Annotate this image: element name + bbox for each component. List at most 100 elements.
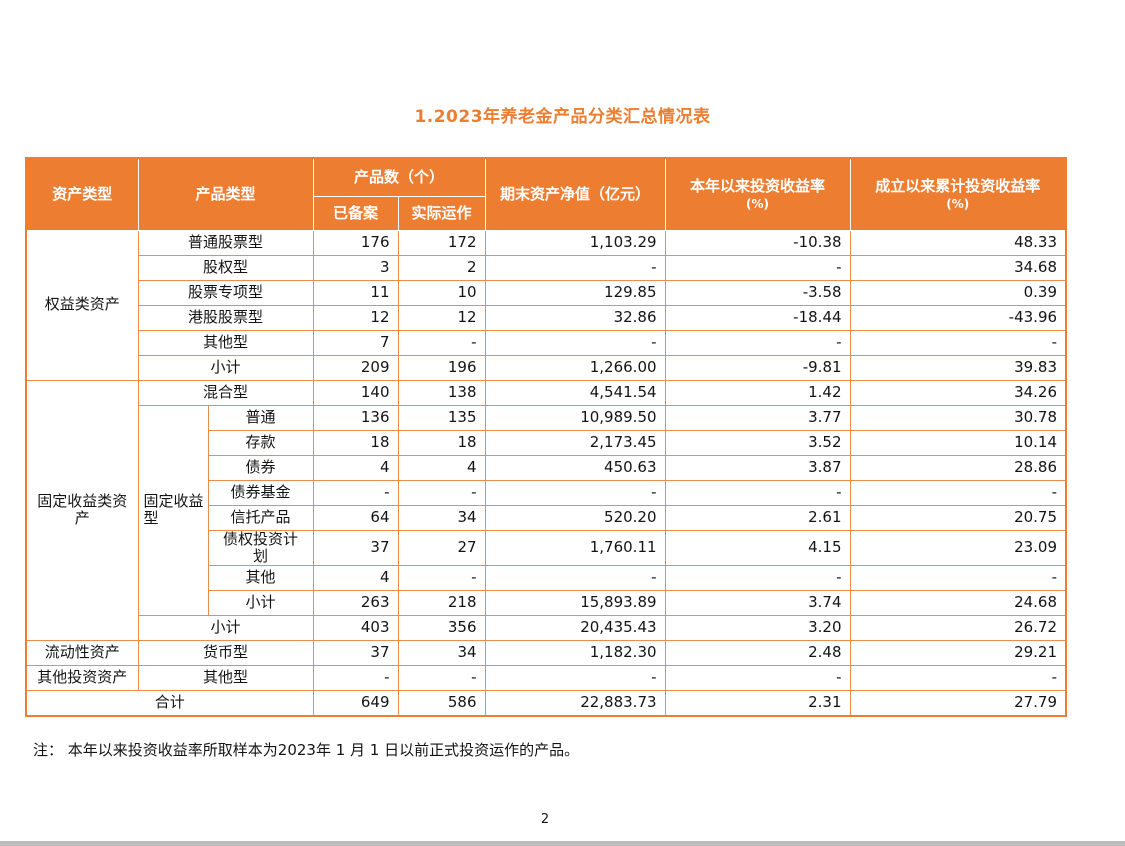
- cell-product: 混合型: [137, 379, 314, 406]
- table-row: 股票专项型 11 10 129.85 -3.58 0.39: [26, 279, 1067, 306]
- cell-cumulative-return: -43.96: [849, 304, 1067, 331]
- cell-ytd-return: -10.38: [664, 229, 851, 256]
- cell-ytd-return: -18.44: [664, 304, 851, 331]
- cell-cumulative-return: 29.21: [849, 640, 1067, 666]
- cell-net-assets: 1,103.29: [484, 229, 666, 256]
- cell-cumulative-return: 34.26: [849, 379, 1067, 406]
- cell-product: 港股股票型: [137, 304, 314, 331]
- cell-registered: 64: [312, 504, 399, 531]
- cell-operating: 18: [397, 429, 486, 456]
- footnote: 注： 本年以来投资收益率所取样本为2023年 1 月 1 日以前正式投资运作的产…: [33, 740, 580, 759]
- cell-operating: 27: [397, 529, 486, 566]
- subtotal-row: 小计 403 356 20,435.43 3.20 26.72: [26, 615, 1067, 641]
- cell-registered: 403: [312, 615, 399, 641]
- cell-registered: 4: [312, 454, 399, 481]
- cell-registered: 136: [312, 404, 399, 431]
- cell-operating: 34: [397, 504, 486, 531]
- cell-ytd-return: -: [664, 479, 851, 506]
- cell-registered: 18: [312, 429, 399, 456]
- cell-product: 股票专项型: [137, 279, 314, 306]
- cell-registered: 37: [312, 529, 399, 566]
- header-ytd-return-unit: (%): [746, 196, 770, 211]
- table-row: 固定收益类资产 混合型 140 138 4,541.54 1.42 34.26: [25, 379, 1067, 641]
- cell-net-assets: 15,893.89: [484, 590, 666, 616]
- cell-net-assets: 129.85: [484, 279, 666, 306]
- cell-product: 其他型: [137, 665, 314, 691]
- summary-table-container: 资产类型 产品类型 产品数（个） 期末资产净值（亿元） 本年以来投资收益率 (%…: [25, 157, 1125, 717]
- cell-net-assets: 1,760.11: [484, 529, 666, 566]
- cell-asset-equity: 权益类资产: [25, 229, 139, 381]
- cell-net-assets: 450.63: [484, 454, 666, 481]
- summary-table: 资产类型 产品类型 产品数（个） 期末资产净值（亿元） 本年以来投资收益率 (%…: [25, 157, 1068, 717]
- cell-net-assets: 1,182.30: [484, 640, 666, 666]
- table-row: 港股股票型 12 12 32.86 -18.44 -43.96: [26, 304, 1067, 331]
- cell-operating: 135: [397, 404, 486, 431]
- doc-title: 1.2023年养老金产品分类汇总情况表: [414, 107, 711, 127]
- cell-operating: -: [397, 329, 486, 356]
- cell-asset-liquidity: 流动性资产: [25, 640, 139, 666]
- header-ytd-return-label: 本年以来投资收益率: [690, 176, 826, 195]
- cell-registered: -: [312, 665, 399, 691]
- header-product-count: 产品数（个）: [312, 157, 486, 197]
- cell-registered: 263: [312, 590, 399, 616]
- table-row: 流动性资产 货币型 37 34 1,182.30 2.48 29.21: [25, 640, 1067, 666]
- header-product-type: 产品类型: [137, 157, 314, 231]
- table-row: 信托产品 64 34 520.20 2.61 20.75: [26, 504, 1067, 531]
- cell-ytd-return: -9.81: [664, 354, 851, 381]
- cell-cumulative-return: 34.68: [849, 254, 1067, 281]
- cell-cumulative-return: -: [849, 479, 1067, 506]
- table-row: 股权型 3 2 - - 34.68: [26, 254, 1067, 281]
- cell-product: 小计: [207, 590, 314, 616]
- cell-net-assets: 520.20: [484, 504, 666, 531]
- cell-cumulative-return: 30.78: [849, 404, 1067, 431]
- header-cumulative-return-unit: (%): [946, 196, 970, 211]
- header-row-2: 已备案 实际运作: [26, 195, 1066, 231]
- header-ytd-return: 本年以来投资收益率 (%): [664, 157, 851, 231]
- cell-operating: 2: [397, 254, 486, 281]
- cell-product: 债权投资计划: [207, 529, 314, 566]
- table-row: 其他 4 - - - -: [26, 565, 1067, 591]
- table-row: 其他投资资产 其他型 - - - - -: [25, 665, 1067, 691]
- cell-registered: 4: [312, 565, 399, 591]
- cell-ytd-return: 3.74: [664, 590, 851, 616]
- cell-ytd-return: -: [664, 565, 851, 591]
- cell-registered: 140: [312, 379, 399, 406]
- cell-ytd-return: 4.15: [664, 529, 851, 566]
- cell-product: 普通股票型: [137, 229, 314, 256]
- cell-ytd-return: 1.42: [664, 379, 851, 406]
- cell-ytd-return: 2.48: [664, 640, 851, 666]
- header-registered: 已备案: [312, 195, 399, 231]
- cell-asset-other-investment: 其他投资资产: [25, 665, 139, 691]
- cell-product: 债券基金: [207, 479, 314, 506]
- cell-operating: 356: [397, 615, 486, 641]
- cell-net-assets: 32.86: [484, 304, 666, 331]
- cell-registered: 12: [312, 304, 399, 331]
- cell-net-assets: 10,989.50: [484, 404, 666, 431]
- cell-net-assets: 22,883.73: [484, 690, 666, 716]
- cell-operating: -: [397, 665, 486, 691]
- cell-total-label: 合计: [25, 690, 314, 716]
- cell-asset-fixed-income: 固定收益类资产: [25, 379, 139, 641]
- header-asset-type: 资产类型: [25, 157, 139, 231]
- cell-net-assets: -: [484, 565, 666, 591]
- cell-registered: 176: [312, 229, 399, 256]
- cell-operating: 10: [397, 279, 486, 306]
- table-row: 存款 18 18 2,173.45 3.52 10.14: [26, 429, 1067, 456]
- page-number: 2: [540, 811, 550, 827]
- table-row: 债券基金 - - - - -: [26, 479, 1067, 506]
- cell-registered: 3: [312, 254, 399, 281]
- cell-cumulative-return: 20.75: [849, 504, 1067, 531]
- cell-product: 小计: [137, 615, 314, 641]
- cell-operating: -: [397, 565, 486, 591]
- cell-net-assets: 1,266.00: [484, 354, 666, 381]
- cell-product: 小计: [137, 354, 314, 381]
- header-net-assets: 期末资产净值（亿元）: [484, 157, 666, 231]
- cell-registered: 37: [312, 640, 399, 666]
- cell-product: 存款: [207, 429, 314, 456]
- cell-registered: 209: [312, 354, 399, 381]
- cell-ytd-return: 2.31: [664, 690, 851, 716]
- total-row: 合计 649 586 22,883.73 2.31 27.79: [25, 690, 1067, 716]
- cell-product: 股权型: [137, 254, 314, 281]
- cell-net-assets: 2,173.45: [484, 429, 666, 456]
